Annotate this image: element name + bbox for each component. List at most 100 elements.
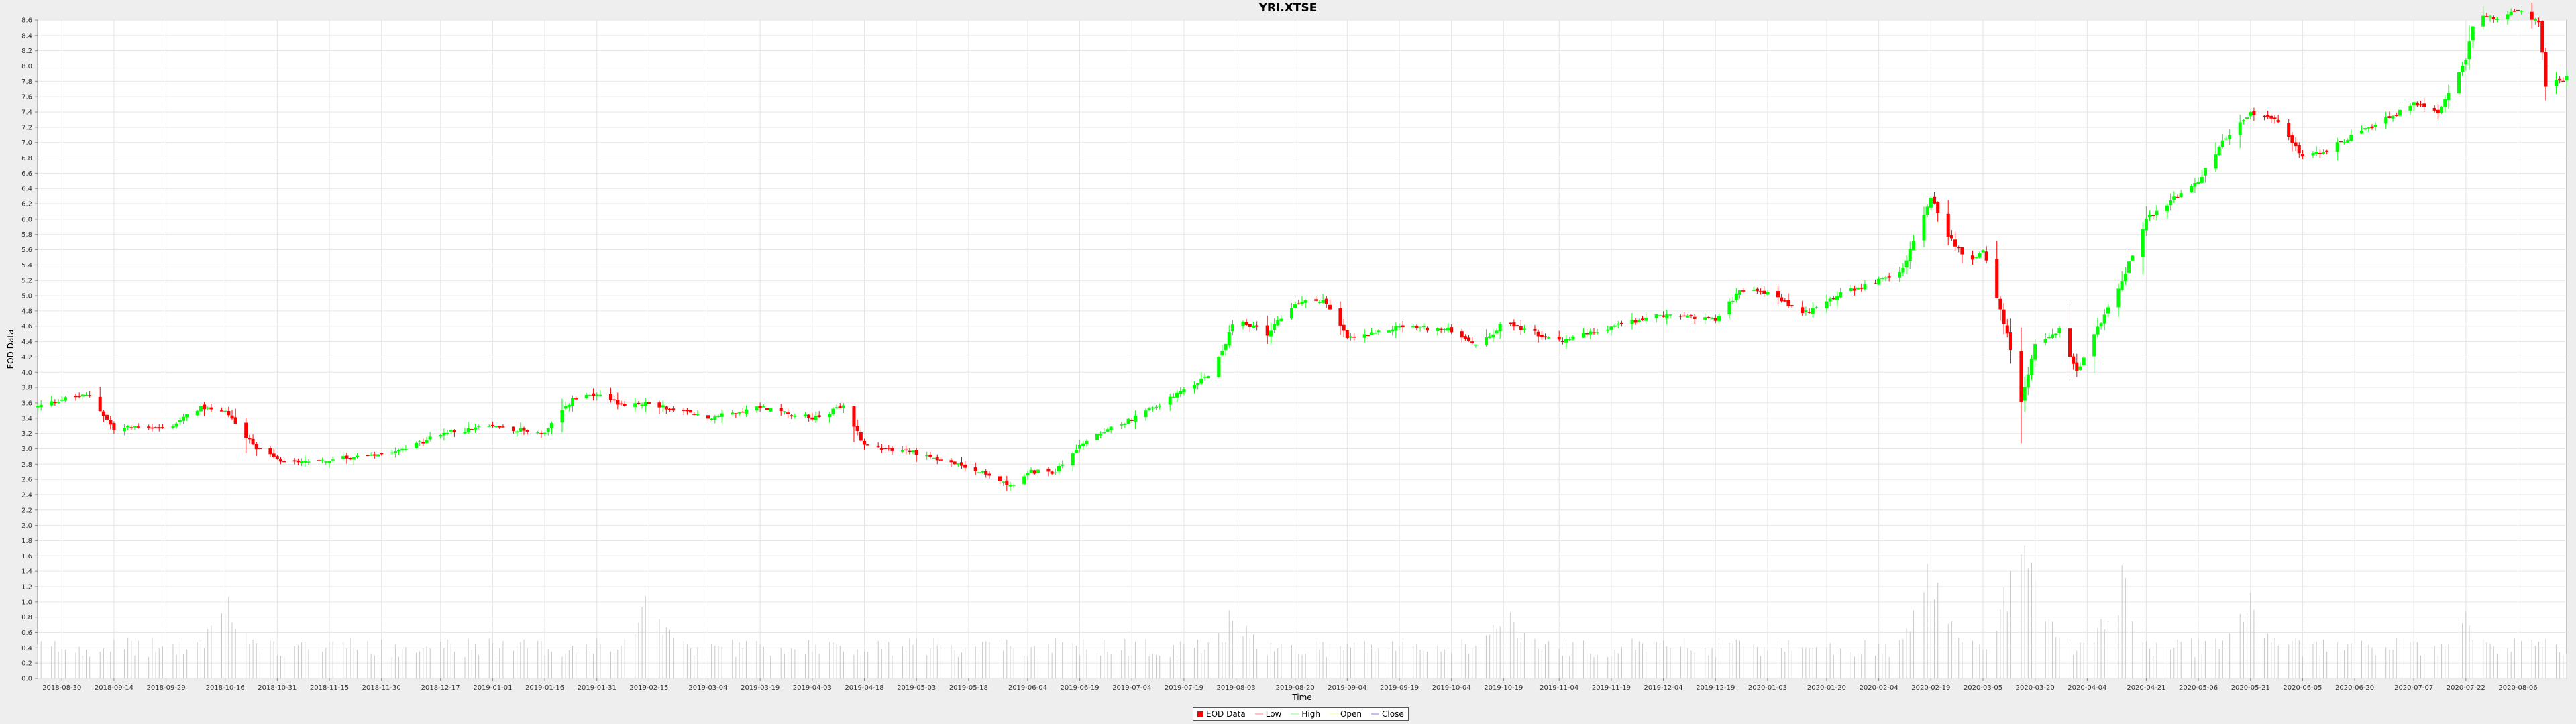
candle-up bbox=[1203, 377, 1207, 378]
candle-down bbox=[647, 402, 651, 404]
candle-down bbox=[209, 407, 213, 410]
x-tick-label: 2020-03-20 bbox=[2016, 684, 2055, 692]
y-tick-label: 1.2 bbox=[21, 583, 32, 591]
candle-up bbox=[494, 426, 498, 428]
candle-up bbox=[352, 457, 356, 460]
candle-up bbox=[1904, 260, 1909, 267]
x-tick-label: 2018-11-30 bbox=[362, 684, 401, 692]
candle-down bbox=[157, 427, 161, 429]
candle-up bbox=[713, 416, 717, 420]
candle-down bbox=[1984, 251, 1988, 261]
x-tick-label: 2020-04-04 bbox=[2068, 684, 2106, 692]
candle-down bbox=[1297, 303, 1301, 305]
candle-down bbox=[987, 473, 991, 476]
candle-up bbox=[956, 463, 960, 465]
candle-up bbox=[445, 432, 449, 434]
candle-down bbox=[2075, 362, 2079, 371]
candle-down bbox=[525, 430, 529, 432]
candle-up bbox=[185, 414, 189, 418]
candle-down bbox=[904, 449, 908, 451]
candle-up bbox=[2384, 117, 2388, 124]
candle-up bbox=[519, 428, 523, 432]
y-tick-label: 7.2 bbox=[21, 124, 32, 131]
candle-up bbox=[1158, 405, 1162, 407]
candle-down bbox=[2002, 309, 2006, 324]
candle-up bbox=[2488, 16, 2492, 18]
candle-up bbox=[2228, 135, 2232, 139]
candle-down bbox=[1946, 213, 1950, 237]
candle-up bbox=[2245, 117, 2249, 119]
y-tick-label: 4.2 bbox=[21, 354, 32, 361]
legend-item-high: High bbox=[1291, 709, 1320, 719]
candle-down bbox=[380, 452, 384, 455]
candle-up bbox=[2506, 14, 2510, 19]
candle-up bbox=[2467, 41, 2471, 60]
candle-down bbox=[1512, 322, 1516, 327]
candle-up bbox=[2461, 66, 2465, 72]
candle-down bbox=[1046, 468, 1051, 472]
candle-down bbox=[1470, 341, 1474, 344]
candle-down bbox=[275, 456, 279, 459]
candle-up bbox=[2495, 19, 2499, 20]
candle-up bbox=[2349, 135, 2353, 141]
candle-up bbox=[2220, 140, 2224, 147]
candle-up bbox=[1279, 318, 1283, 321]
candle-down bbox=[935, 457, 939, 461]
candle-down bbox=[1693, 316, 1697, 319]
candle-up bbox=[1251, 325, 1256, 328]
candle-down bbox=[1759, 291, 1763, 292]
candle-up bbox=[1609, 326, 1613, 330]
candle-up bbox=[1293, 304, 1297, 308]
candle-down bbox=[1540, 335, 1544, 337]
x-tick-label: 2019-06-19 bbox=[1061, 684, 1099, 692]
candle-down bbox=[1401, 325, 1405, 328]
candle-down bbox=[1678, 315, 1682, 317]
candle-down bbox=[608, 393, 612, 400]
candle-down bbox=[685, 410, 689, 412]
candle-up bbox=[321, 460, 325, 461]
candle-down bbox=[1324, 298, 1328, 304]
candle-up bbox=[1175, 392, 1179, 398]
candle-up bbox=[1109, 426, 1113, 430]
candle-up bbox=[2141, 229, 2145, 257]
candle-down bbox=[2485, 16, 2489, 17]
x-tick-label: 2019-05-03 bbox=[897, 684, 936, 692]
candle-down bbox=[1032, 470, 1036, 474]
candle-down bbox=[734, 413, 738, 414]
candle-up bbox=[1269, 330, 1273, 337]
candle-down bbox=[667, 408, 672, 410]
candle-down bbox=[1707, 316, 1711, 318]
candle-down bbox=[268, 448, 272, 455]
candle-up bbox=[60, 400, 64, 401]
candle-up bbox=[1206, 375, 1210, 379]
candle-up bbox=[1022, 476, 1026, 485]
candle-up bbox=[2565, 76, 2569, 81]
candle-down bbox=[790, 415, 794, 416]
candle-up bbox=[793, 416, 797, 417]
candle-up bbox=[376, 454, 380, 457]
candle-up bbox=[206, 407, 210, 409]
candle-up bbox=[80, 394, 85, 397]
candle-up bbox=[1446, 327, 1450, 331]
candle-down bbox=[2339, 141, 2343, 143]
candle-up bbox=[2169, 200, 2173, 206]
y-axis: 0.0 0.2 0.4 0.6 0.8 1.0 1.2 1.4 1.6 1.8 2.0 2.2 2.4 2… bbox=[21, 17, 38, 683]
candle-down bbox=[786, 412, 790, 414]
candle-down bbox=[2176, 196, 2180, 198]
candle-up bbox=[1126, 418, 1130, 424]
candle-down bbox=[657, 402, 661, 408]
candle-down bbox=[852, 406, 856, 427]
candle-down bbox=[879, 448, 883, 450]
candle-down bbox=[112, 423, 116, 430]
candle-down bbox=[1519, 326, 1523, 330]
candle-up bbox=[1658, 315, 1662, 316]
candle-up bbox=[1978, 253, 1982, 258]
candle-up bbox=[515, 431, 519, 432]
candle-up bbox=[1703, 317, 1707, 320]
legend-swatch bbox=[1254, 713, 1263, 715]
candle-up bbox=[661, 405, 665, 408]
candle-down bbox=[1873, 283, 1877, 284]
candle-up bbox=[1362, 334, 1366, 338]
x-tick-label: 2018-08-30 bbox=[42, 684, 81, 692]
candle-up bbox=[1171, 396, 1175, 398]
